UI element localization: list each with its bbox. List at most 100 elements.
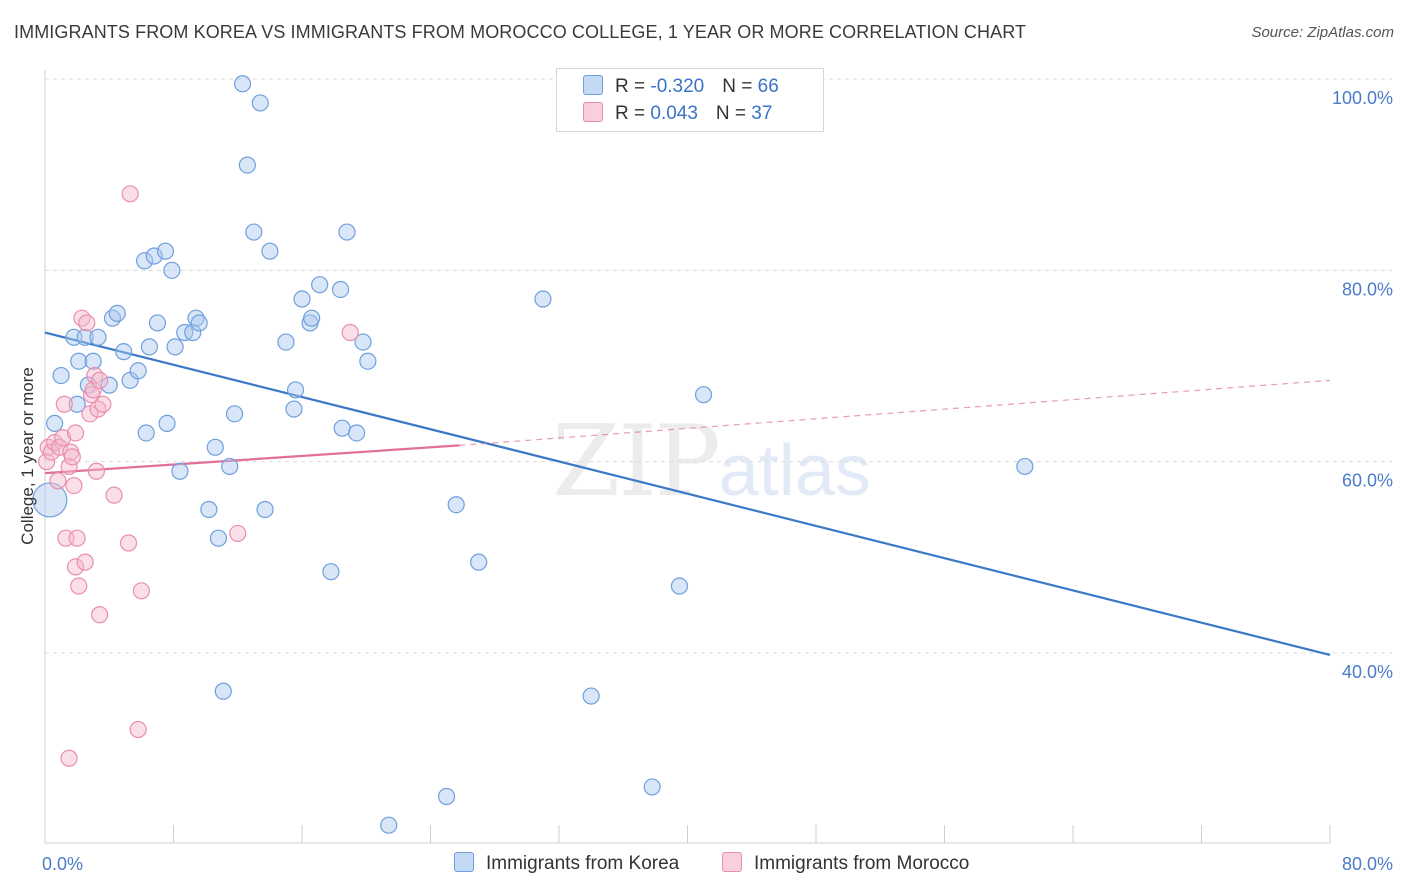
data-point [380, 816, 398, 834]
legend-r-value-morocco: 0.043 [650, 103, 698, 124]
data-point [137, 424, 155, 442]
data-point [52, 366, 70, 385]
data-point [145, 247, 163, 265]
data-point [81, 405, 99, 423]
data-point [293, 290, 311, 308]
data-point [354, 333, 372, 351]
y-tick-label: 60.0% [1342, 471, 1393, 491]
trend-line-morocco [44, 444, 460, 475]
data-point [338, 223, 356, 241]
data-point [38, 453, 56, 471]
data-point [63, 448, 81, 466]
data-point [76, 553, 94, 571]
data-point [70, 352, 88, 370]
data-point [206, 438, 224, 456]
data-point [87, 462, 106, 480]
watermark-zip: ZIP [552, 405, 721, 519]
data-point [76, 328, 94, 346]
data-point [60, 749, 78, 767]
legend-r-label-korea: R = [615, 76, 651, 97]
data-point [209, 529, 228, 547]
data-point [190, 314, 208, 332]
stats-legend: R = -0.320 N = 66 R = 0.043 N = 37 [556, 68, 824, 132]
legend-n-label-korea: N = [722, 76, 758, 97]
data-points [32, 75, 1034, 834]
trend-lines [44, 331, 1331, 656]
data-point [286, 381, 305, 399]
data-point [132, 582, 150, 600]
data-point [50, 438, 69, 456]
data-point [171, 462, 189, 480]
trend-line-korea [44, 331, 1331, 656]
data-point [121, 185, 139, 203]
data-point [66, 424, 85, 442]
data-point [115, 343, 133, 361]
data-point [79, 376, 97, 394]
data-point [68, 529, 86, 547]
data-point [245, 223, 263, 241]
data-point [534, 290, 552, 308]
data-point [261, 242, 279, 260]
data-point [42, 443, 61, 461]
data-point [140, 338, 159, 356]
data-point [65, 476, 83, 495]
data-point [55, 395, 73, 413]
data-point [311, 276, 329, 294]
zipatlas-watermark: ZIPatlas [552, 405, 871, 519]
data-point [46, 433, 64, 452]
data-point [214, 682, 232, 700]
y-tick-label: 80.0% [1342, 279, 1393, 299]
data-point [251, 94, 269, 112]
data-point [221, 457, 239, 476]
data-point [233, 75, 252, 93]
data-point [84, 352, 102, 370]
legend-n-label-morocco: N = [715, 103, 752, 124]
x-tick-label-end: 80.0% [1342, 854, 1393, 874]
data-point [86, 366, 104, 385]
data-point [108, 304, 126, 322]
data-point [84, 381, 102, 399]
y-tick-label: 40.0% [1342, 662, 1393, 682]
data-point [447, 496, 465, 514]
data-point [225, 405, 244, 423]
series-label-korea: Immigrants from Korea [486, 853, 680, 874]
data-point [166, 338, 184, 356]
data-point [187, 309, 205, 327]
data-point [341, 323, 359, 342]
data-point [331, 280, 350, 299]
y-tick-label: 100.0% [1332, 88, 1393, 108]
trend-line-morocco-extension [459, 379, 1331, 447]
data-point [78, 314, 96, 332]
data-point [119, 534, 138, 552]
series-legend: Immigrants from Korea Immigrants from Mo… [0, 852, 1406, 878]
data-point [359, 352, 377, 370]
data-point [238, 156, 256, 174]
series-korea-points [32, 75, 1034, 834]
series-label-morocco: Immigrants from Morocco [754, 853, 970, 874]
data-point [277, 333, 295, 351]
data-point [322, 563, 340, 581]
data-point [348, 424, 366, 442]
data-point [60, 457, 78, 476]
source-label: Source: ZipAtlas.com [1251, 24, 1394, 41]
axis-labels: 100.0% 80.0% 60.0% 40.0% 0.0% 80.0% College, 1… [18, 88, 1393, 874]
legend-r-value-korea: -0.320 [650, 76, 705, 97]
data-point [91, 606, 109, 624]
data-point [89, 400, 107, 418]
data-point [91, 371, 109, 389]
watermark-atlas: atlas [718, 431, 871, 511]
x-tick-label-start: 0.0% [42, 854, 83, 874]
data-point [54, 429, 72, 447]
legend-swatch-morocco [583, 102, 603, 122]
data-point [103, 309, 122, 327]
data-point [437, 787, 456, 806]
data-point [643, 778, 661, 796]
data-point [670, 577, 689, 595]
data-point [256, 500, 274, 519]
data-point [129, 720, 147, 739]
data-point [163, 261, 181, 279]
data-point [582, 687, 600, 705]
data-point [303, 309, 321, 327]
data-point [156, 242, 175, 260]
series-swatch-korea [454, 852, 474, 872]
